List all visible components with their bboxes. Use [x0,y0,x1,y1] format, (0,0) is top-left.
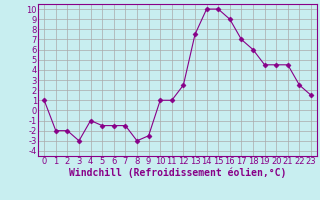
X-axis label: Windchill (Refroidissement éolien,°C): Windchill (Refroidissement éolien,°C) [69,168,286,178]
